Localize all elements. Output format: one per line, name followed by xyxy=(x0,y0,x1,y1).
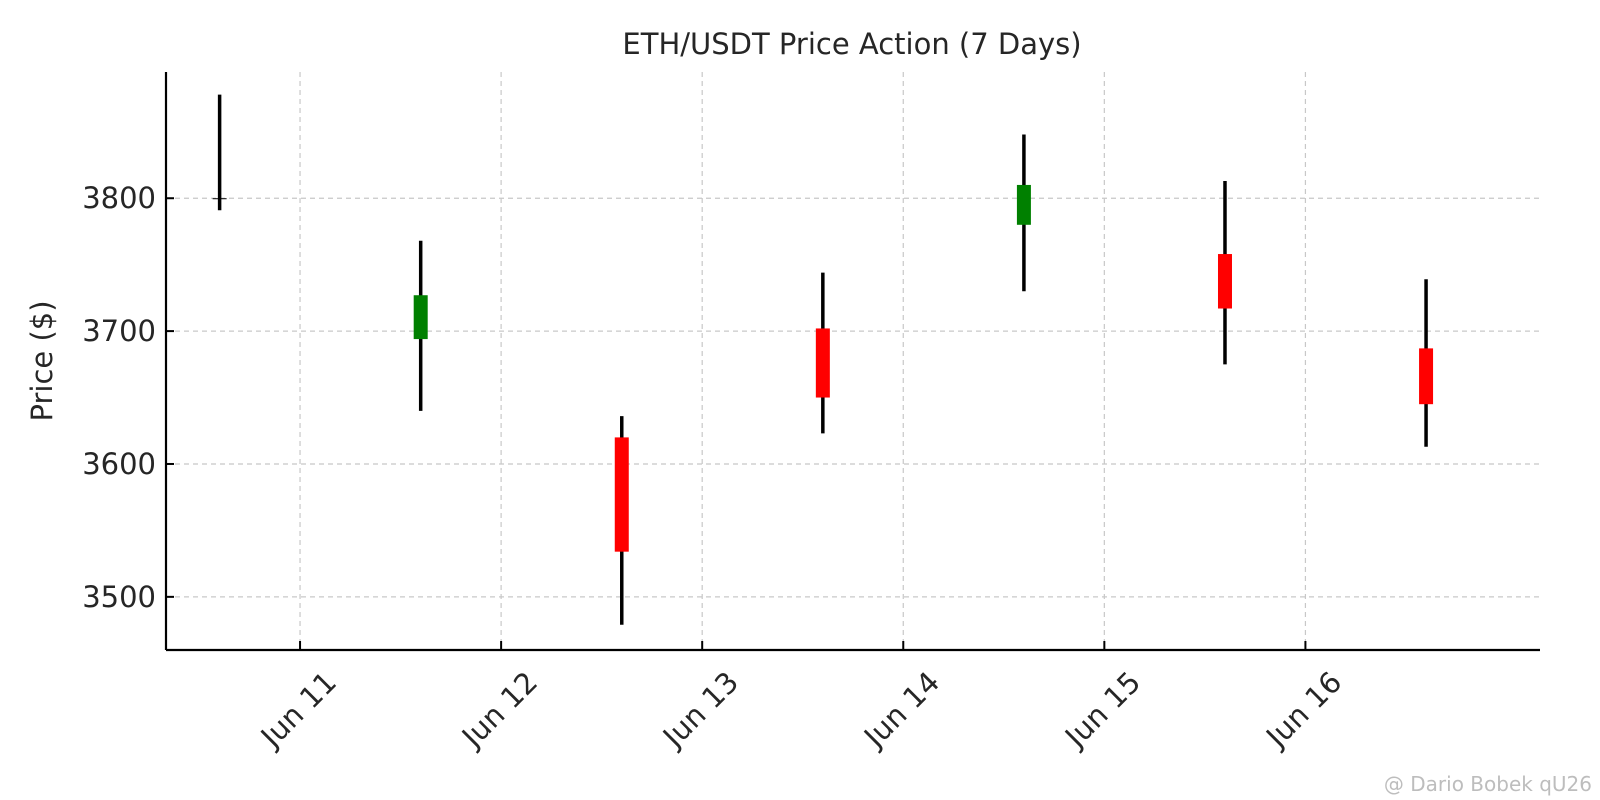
y-tick-label: 3600 xyxy=(82,447,156,481)
y-tick-label: 3500 xyxy=(82,580,156,614)
axes xyxy=(164,72,1540,652)
candle-body xyxy=(1016,184,1031,225)
y-tick-label: 3700 xyxy=(82,314,156,348)
candle-body xyxy=(413,295,428,340)
candle-body xyxy=(815,328,830,398)
x-tick-label: Jun 16 xyxy=(1258,665,1348,755)
candle-body xyxy=(1217,254,1232,309)
candle-body xyxy=(212,198,227,200)
x-tick-label: Jun 14 xyxy=(856,665,946,755)
candle-body xyxy=(614,437,629,552)
y-tick-label: 3800 xyxy=(82,181,156,215)
x-tick-label: Jun 15 xyxy=(1057,665,1147,755)
watermark-text: @ Dario Bobek qU26 xyxy=(1383,772,1592,796)
candles xyxy=(212,94,1434,625)
x-tick-label: Jun 12 xyxy=(454,665,544,755)
x-tick-label: Jun 11 xyxy=(253,665,343,755)
candle-body xyxy=(1419,348,1434,405)
tick-labels: 3500 3600 3700 3800 Jun 11 Jun 12 Jun 13 Jun 14… xyxy=(82,181,1348,755)
y-axis-label: Price ($) xyxy=(25,300,59,421)
grid-lines xyxy=(166,72,1540,650)
x-tick-label: Jun 13 xyxy=(655,665,745,755)
chart-title: ETH/USDT Price Action (7 Days) xyxy=(622,27,1081,61)
